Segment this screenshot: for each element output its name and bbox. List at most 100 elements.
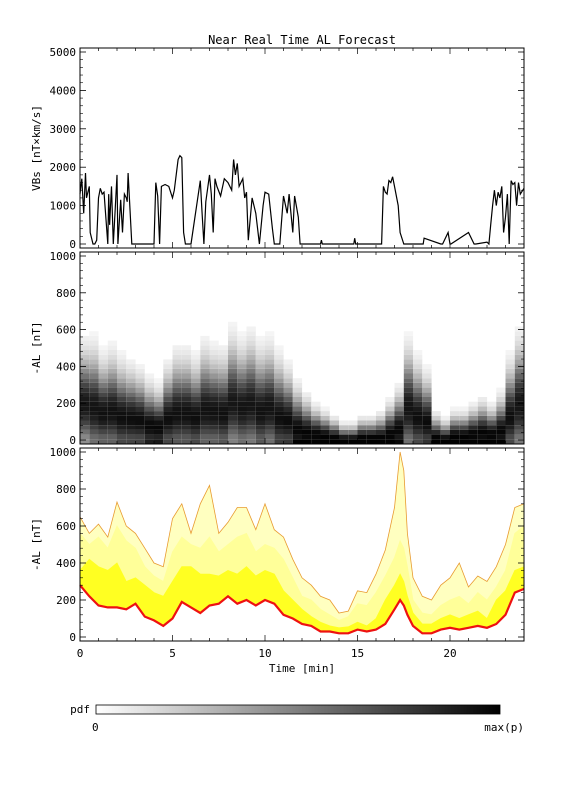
heatmap-cell (209, 415, 219, 421)
heatmap-cell (80, 411, 90, 416)
heatmap-cell (496, 420, 506, 426)
heatmap-cell (255, 429, 266, 435)
heatmap-cell (403, 364, 414, 369)
heatmap-cell (98, 345, 108, 350)
heatmap-cell (89, 378, 99, 383)
heatmap-cell (477, 415, 488, 421)
heatmap-cell (200, 415, 210, 421)
heatmap-cell (403, 350, 414, 355)
heatmap-cell (246, 434, 256, 440)
heatmap-cell (237, 387, 247, 393)
heatmap-cell (200, 434, 210, 440)
heatmap-cell (98, 420, 108, 426)
heatmap-cell (514, 439, 525, 444)
heatmap-cell (255, 387, 266, 393)
heatmap-cell (135, 439, 145, 444)
heatmap-cell (237, 429, 247, 435)
heatmap-cell (265, 392, 275, 397)
y-tick-label: 200 (56, 397, 76, 410)
heatmap-cell (237, 397, 247, 402)
heatmap-cell (274, 439, 284, 444)
heatmap-cell (468, 429, 478, 435)
heatmap-cell (228, 425, 238, 430)
heatmap-cell (265, 350, 275, 355)
heatmap-cell (200, 382, 210, 388)
chart-title: Near Real Time AL Forecast (208, 33, 396, 47)
heatmap-cell (283, 368, 293, 374)
heatmap-cell (311, 401, 321, 407)
heatmap-cell (255, 378, 266, 383)
heatmap-cell (255, 335, 266, 341)
heatmap-cell (154, 397, 164, 402)
heatmap-cell (246, 429, 256, 435)
heatmap-cell (181, 439, 192, 444)
heatmap-cell (440, 420, 451, 426)
heatmap-cell (126, 373, 136, 379)
heatmap-cell (265, 411, 275, 416)
heatmap-cell (487, 415, 497, 421)
heatmap-cell (209, 345, 219, 350)
heatmap-cell (191, 382, 201, 388)
heatmap-cell (172, 406, 182, 412)
heatmap-cell (283, 439, 293, 444)
heatmap-cell (468, 439, 478, 444)
heatmap-cell (98, 364, 108, 369)
heatmap-cell (218, 378, 229, 383)
heatmap-cell (431, 411, 441, 416)
heatmap-cell (366, 415, 377, 421)
heatmap-cell (514, 420, 525, 426)
heatmap-cell (80, 420, 90, 426)
heatmap-cell (385, 425, 395, 430)
heatmap-cell (255, 382, 266, 388)
heatmap-cell (348, 429, 358, 435)
heatmap-cell (496, 397, 506, 402)
heatmap-cell (144, 425, 155, 430)
heatmap-cell (172, 397, 182, 402)
heatmap-cell (422, 415, 432, 421)
heatmap-cell (117, 382, 127, 388)
heatmap-cell (172, 425, 182, 430)
heatmap-cell (135, 392, 145, 397)
heatmap-cell (191, 368, 201, 374)
heatmap-cell (144, 429, 155, 435)
heatmap-cell (181, 397, 192, 402)
heatmap-cell (385, 406, 395, 412)
heatmap-cell (117, 368, 127, 374)
heatmap-cell (126, 359, 136, 365)
heatmap-cell (181, 392, 192, 397)
heatmap-cell (505, 359, 515, 365)
heatmap-cell (228, 411, 238, 416)
heatmap-cell (126, 406, 136, 412)
heatmap-cell (126, 434, 136, 440)
heatmap-cell (117, 434, 127, 440)
vbs-panel: 0 1000 2000 3000 4000 5000 VBs [nT×km/s] (30, 46, 525, 251)
heatmap-cell (292, 406, 303, 412)
heatmap-cell (135, 382, 145, 388)
heatmap-cell (505, 397, 515, 402)
heatmap-cell (218, 397, 229, 402)
heatmap-cell (191, 397, 201, 402)
heatmap-cell (135, 397, 145, 402)
heatmap-cell (107, 434, 118, 440)
heatmap-cell (237, 331, 247, 336)
heatmap-cell (422, 397, 432, 402)
heatmap-cell (255, 415, 266, 421)
heatmap-cell (135, 378, 145, 383)
heatmap-cell (218, 439, 229, 444)
heatmap-cell (265, 373, 275, 379)
heatmap-cell (237, 439, 247, 444)
heatmap-cell (172, 429, 182, 435)
heatmap-cell (172, 420, 182, 426)
heatmap-cell (135, 420, 145, 426)
heatmap-cell (228, 321, 238, 327)
y-tick-label: 1000 (50, 446, 77, 459)
heatmap-cell (218, 429, 229, 435)
heatmap-cell (514, 401, 525, 407)
heatmap-cell (89, 429, 99, 435)
heatmap-cell (126, 425, 136, 430)
heatmap-cell (302, 392, 312, 397)
heatmap-cell (126, 439, 136, 444)
heatmap-cell (228, 406, 238, 412)
heatmap-cell (255, 411, 266, 416)
heatmap-cell (422, 387, 432, 393)
